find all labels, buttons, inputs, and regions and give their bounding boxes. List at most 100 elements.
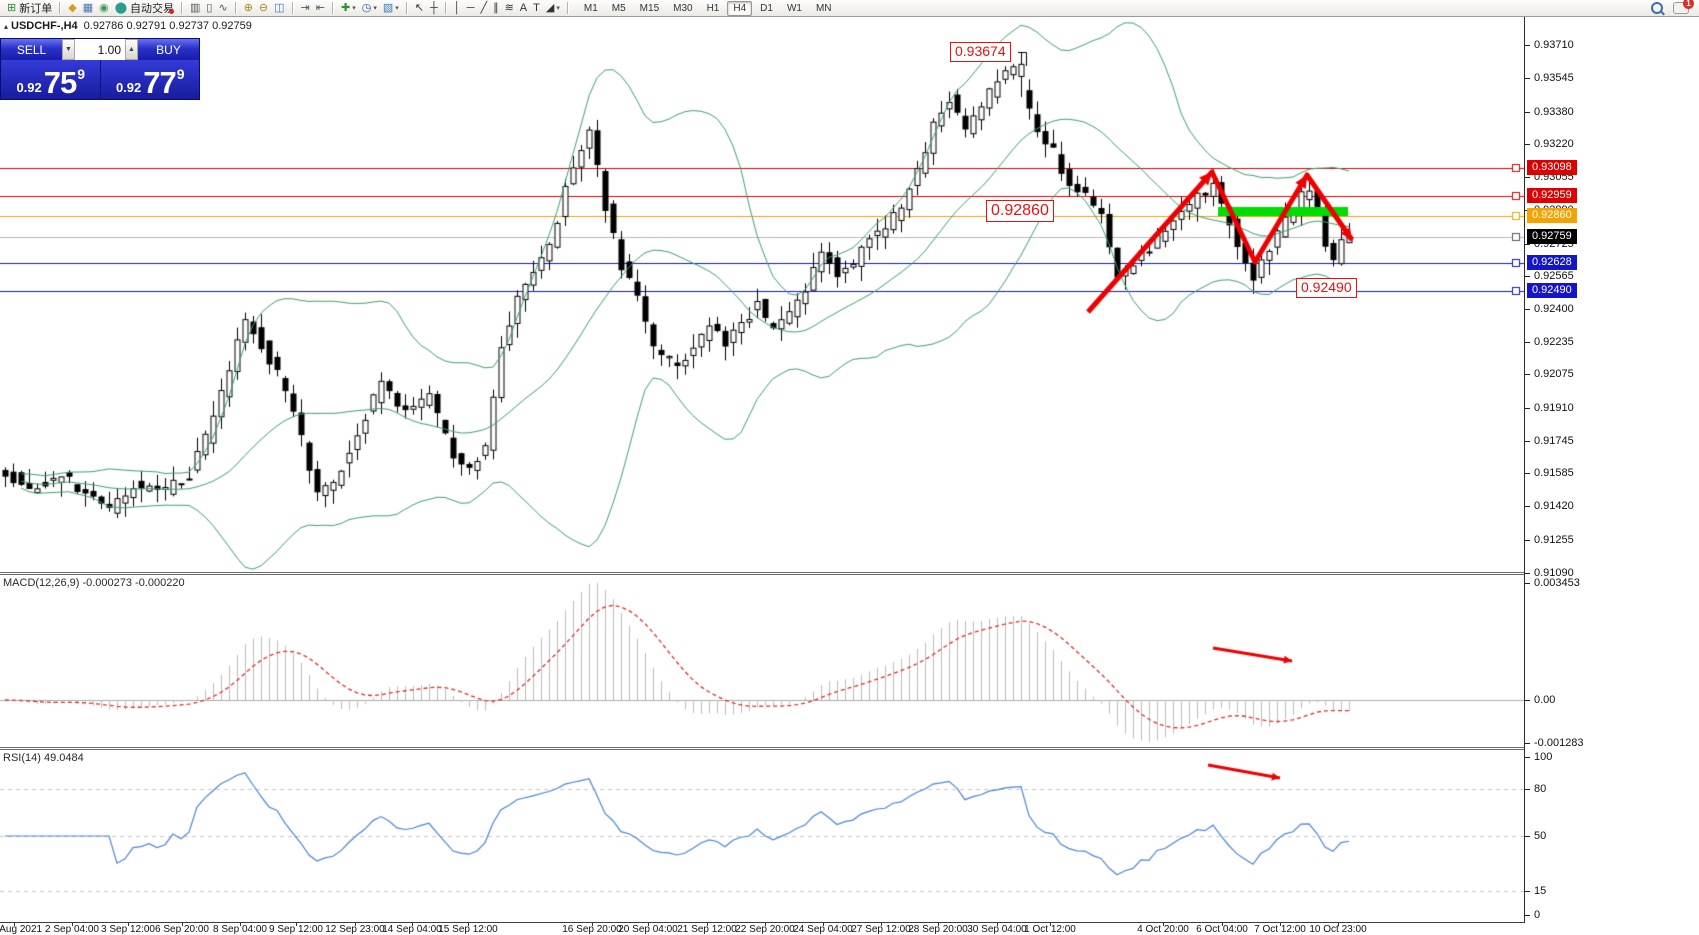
symbol-ohlc: 0.92786 0.92791 0.92737 0.92759 xyxy=(83,20,252,32)
price-axis[interactable]: 0.937100.935450.933800.932200.930550.928… xyxy=(1524,17,1699,923)
notifications-icon[interactable]: 1 xyxy=(1673,0,1694,14)
time-axis-label: 3 Sep 12:00 xyxy=(101,924,155,935)
symbol-info: ▴ USDCHF-,H4 0.92786 0.92791 0.92737 0.927… xyxy=(4,20,252,32)
periods-dropdown-caret-icon[interactable]: ▾ xyxy=(373,5,377,12)
bar-chart-button[interactable]: ▥ xyxy=(188,1,202,16)
trendline-icon: ╱ xyxy=(480,1,488,14)
navigator-icon: ◉ xyxy=(99,1,109,14)
pane-separator[interactable] xyxy=(0,572,1699,575)
indicators-dropdown-caret-icon[interactable]: ▾ xyxy=(352,5,356,12)
rsi-label: RSI(14) 49.0484 xyxy=(3,752,84,764)
navigator-button[interactable]: ◉ xyxy=(97,1,111,16)
timeframe-h4-button[interactable]: H4 xyxy=(727,0,753,16)
templates-dropdown-caret-icon[interactable]: ▾ xyxy=(395,5,399,12)
time-axis-label: 31 Aug 2021 xyxy=(0,924,43,935)
templates-icon: ▧ xyxy=(382,1,394,14)
time-axis-tick xyxy=(128,923,129,926)
chart-shift-button[interactable]: ⇤ xyxy=(314,1,327,16)
autotrading-label: 自动交易 xyxy=(130,3,175,15)
timeframe-m1-button[interactable]: M1 xyxy=(583,2,598,14)
candlestick-chart-button[interactable]: ▯ xyxy=(204,1,214,16)
timeframe-w1-button[interactable]: W1 xyxy=(786,2,802,14)
volume-increase-button[interactable]: ▲ xyxy=(125,39,138,60)
crosshair-button[interactable]: ┼ xyxy=(428,1,440,16)
time-axis-tick xyxy=(823,923,824,926)
price-chart[interactable] xyxy=(0,17,1524,572)
time-axis-label: 28 Sep 20:00 xyxy=(908,924,968,935)
arrows-dropdown-caret-icon[interactable]: ▾ xyxy=(556,5,560,12)
toolbar: ⊞ 新订单 ◆ ▦ ◉ ⬤ 自动交易 ▥ ▯ ∿ ⊕ ⊖ ◫ ⇥ ⇤ ✚ ▾ ◷ ▾ ▧ ▾ ↖ ┼ │ ─ ╱ ∥ ≋ A T ◢ ▾ M1… xyxy=(0,0,1699,17)
templates-button[interactable]: ▧ ▾ xyxy=(381,1,401,16)
symbol-name: USDCHF-,H4 xyxy=(11,20,78,32)
chart-shift-icon: ⇤ xyxy=(315,1,325,14)
new-order-button[interactable]: ⊞ 新订单 xyxy=(5,1,54,16)
timeframe-m15-button[interactable]: M15 xyxy=(639,2,660,14)
macd-pane[interactable] xyxy=(0,575,1524,747)
arrows-button[interactable]: ◢ ▾ xyxy=(544,1,562,16)
time-axis-label: 9 Sep 12:00 xyxy=(269,924,323,935)
search-icon[interactable] xyxy=(1651,2,1663,14)
zoom-out-button[interactable]: ⊖ xyxy=(257,1,270,16)
sell-button[interactable]: SELL xyxy=(1,39,62,60)
time-axis-label: 6 Oct 04:00 xyxy=(1196,924,1248,935)
price-annotation-label[interactable]: 0.93674 xyxy=(950,42,1011,62)
timeframe-h1-button[interactable]: H1 xyxy=(706,2,720,14)
vertical-line-button[interactable]: │ xyxy=(452,1,463,16)
zoom-in-button[interactable]: ⊕ xyxy=(242,1,255,16)
market-watch-button[interactable]: ▦ xyxy=(81,1,95,16)
volume-control: ▼ ▲ xyxy=(62,39,138,60)
time-axis-label: 1 Oct 12:00 xyxy=(1024,924,1076,935)
price-annotation-label[interactable]: 0.92860 xyxy=(986,200,1054,222)
text-icon: A xyxy=(519,1,528,14)
time-axis-tick xyxy=(648,923,649,926)
trendline-button[interactable]: ╱ xyxy=(478,1,489,16)
text-button[interactable]: A xyxy=(518,1,529,16)
cursor-button[interactable]: ↖ xyxy=(413,1,426,16)
time-axis-label: 6 Sep 20:00 xyxy=(155,924,209,935)
time-axis-tick xyxy=(765,923,766,926)
timeframe-m5-button[interactable]: M5 xyxy=(611,2,626,14)
fibonacci-button[interactable]: ≋ xyxy=(503,1,516,16)
equidistant-channel-icon: ∥ xyxy=(493,1,499,14)
tile-windows-button[interactable]: ◫ xyxy=(272,1,286,16)
timeframe-mn-button[interactable]: MN xyxy=(815,2,832,14)
sell-price-prefix: 0.92 xyxy=(16,80,42,95)
price-annotation-label[interactable]: 0.92490 xyxy=(1296,278,1357,298)
price-level-badge: 0.92628 xyxy=(1527,255,1577,271)
volume-decrease-button[interactable]: ▼ xyxy=(62,39,75,60)
time-axis-tick xyxy=(296,923,297,926)
timeframe-d1-button[interactable]: D1 xyxy=(760,2,773,14)
zoom-out-icon: ⊖ xyxy=(258,1,269,14)
time-axis-tick xyxy=(72,923,73,926)
indicators-button[interactable]: ✚ ▾ xyxy=(339,1,358,16)
toolbar-separator xyxy=(566,2,569,14)
sell-price-pip: 9 xyxy=(77,66,86,82)
autotrading-button[interactable]: ⬤ 自动交易 xyxy=(113,1,176,16)
auto-scroll-icon: ⇥ xyxy=(300,1,310,14)
time-axis-label: 21 Sep 12:00 xyxy=(677,924,737,935)
timeframe-m30-button[interactable]: M30 xyxy=(673,2,693,14)
pane-separator[interactable] xyxy=(0,747,1699,750)
auto-scroll-button[interactable]: ⇥ xyxy=(299,1,312,16)
text-label-icon: T xyxy=(533,1,540,14)
text-label-button[interactable]: T xyxy=(531,1,542,16)
price-level-badge: 0.92860 xyxy=(1527,208,1577,224)
toolbar-separator xyxy=(59,2,62,14)
notification-badge: 1 xyxy=(1683,0,1694,9)
periods-button[interactable]: ◷ ▾ xyxy=(360,1,379,16)
buy-price-pip: 9 xyxy=(176,66,185,82)
sell-price-main: 75 xyxy=(43,65,77,100)
price-level-badge: 0.92490 xyxy=(1527,282,1577,298)
toolbar-separator xyxy=(331,2,334,14)
rsi-pane[interactable] xyxy=(0,750,1524,922)
line-chart-button[interactable]: ∿ xyxy=(216,1,229,16)
new-order-label: 新订单 xyxy=(19,3,53,15)
charts-button[interactable]: ◆ xyxy=(66,1,78,16)
horizontal-line-button[interactable]: ─ xyxy=(465,1,477,16)
time-axis-tick xyxy=(938,923,939,926)
buy-button[interactable]: BUY xyxy=(138,39,199,60)
volume-input[interactable] xyxy=(75,39,125,60)
equidistant-channel-button[interactable]: ∥ xyxy=(491,1,501,16)
collapse-arrow-icon[interactable]: ▴ xyxy=(4,22,9,31)
